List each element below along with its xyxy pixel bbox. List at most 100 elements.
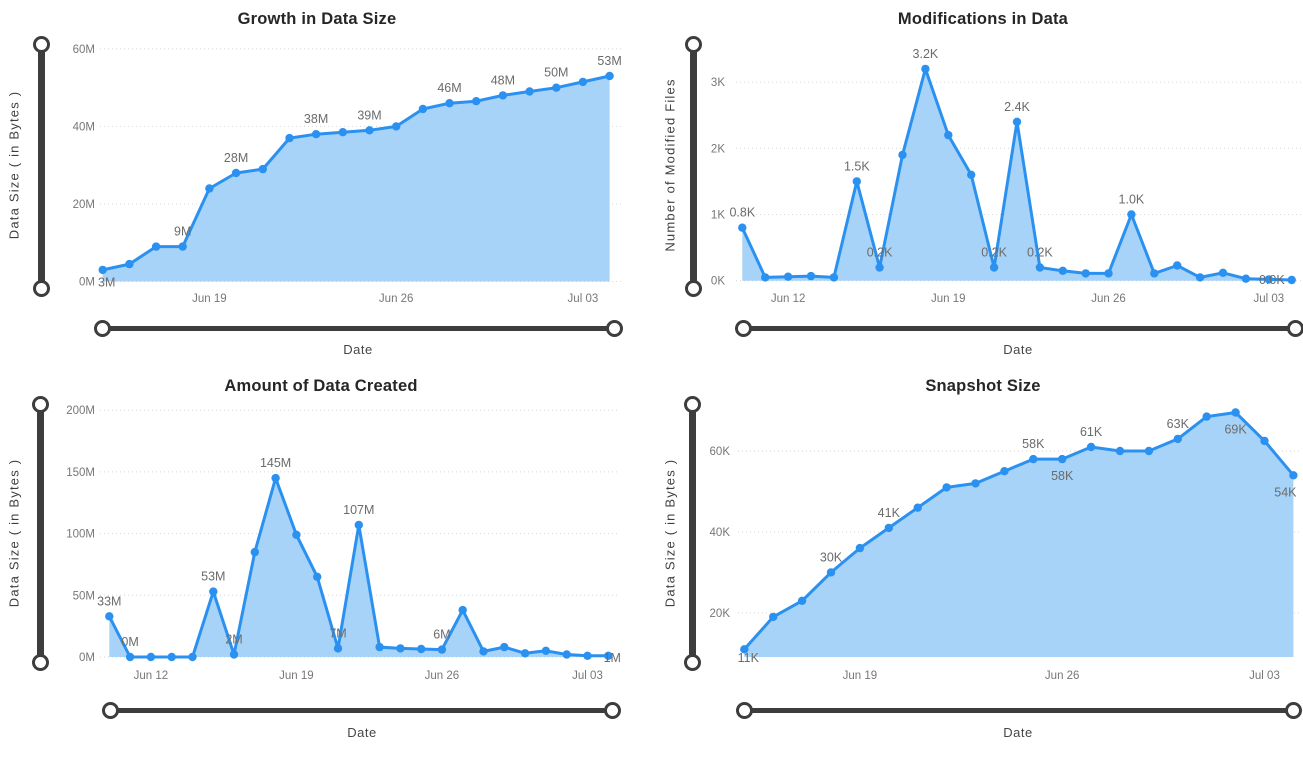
svg-text:9M: 9M xyxy=(174,225,191,239)
svg-text:20M: 20M xyxy=(73,199,95,211)
y-zoom-slider-track[interactable] xyxy=(689,44,697,288)
svg-text:0.8K: 0.8K xyxy=(729,206,755,220)
chart-title: Amount of Data Created xyxy=(224,377,418,395)
x-zoom-slider-left-handle[interactable] xyxy=(734,319,752,337)
y-zoom-slider-track[interactable] xyxy=(37,44,45,288)
svg-text:0.2K: 0.2K xyxy=(981,246,1007,260)
chart-title: Modifications in Data xyxy=(897,10,1069,28)
svg-text:60K: 60K xyxy=(710,446,731,458)
x-zoom-slider-left-handle[interactable] xyxy=(93,319,111,337)
svg-text:39M: 39M xyxy=(357,108,381,122)
x-zoom-slider-track[interactable] xyxy=(744,707,1293,713)
x-zoom-slider-left-handle[interactable] xyxy=(101,701,119,719)
x-zoom-slider-track[interactable] xyxy=(743,325,1295,331)
y-zoom-slider-bottom-handle[interactable] xyxy=(684,279,702,297)
plot-area: 0K 1K 2K 3K Jun 12 Jun 19 Jun 26 Jul 03 0.8K 1.5K… xyxy=(711,47,1302,305)
svg-text:58K: 58K xyxy=(1051,469,1074,483)
y-zoom-slider-top-handle[interactable] xyxy=(31,395,49,413)
chart-amount-of-data-created: Amount of Data Created Data Size ( in By… xyxy=(0,377,651,760)
svg-text:7M: 7M xyxy=(329,626,346,640)
svg-text:3K: 3K xyxy=(711,77,725,89)
svg-text:1M: 1M xyxy=(604,651,621,665)
x-zoom-slider-right-handle[interactable] xyxy=(1286,319,1303,337)
svg-text:41K: 41K xyxy=(878,506,901,520)
svg-text:20K: 20K xyxy=(710,608,731,620)
x-zoom-slider-track[interactable] xyxy=(102,325,614,331)
y-zoom-slider-top-handle[interactable] xyxy=(684,35,702,53)
svg-text:61K: 61K xyxy=(1080,425,1103,439)
svg-text:Jul 03: Jul 03 xyxy=(572,670,603,682)
x-axis-title: Date xyxy=(1003,342,1033,357)
svg-text:0.0K: 0.0K xyxy=(1259,273,1285,287)
svg-text:46M: 46M xyxy=(437,81,461,95)
y-zoom-slider-bottom-handle[interactable] xyxy=(683,653,701,671)
x-zoom-slider-right-handle[interactable] xyxy=(605,319,623,337)
svg-text:53M: 53M xyxy=(201,570,225,584)
chart-growth-in-data-size: Growth in Data Size Data Size ( in Bytes… xyxy=(0,0,651,380)
svg-text:Jun 26: Jun 26 xyxy=(379,293,414,305)
svg-text:0M: 0M xyxy=(121,635,138,649)
svg-text:69K: 69K xyxy=(1224,423,1247,437)
svg-text:2K: 2K xyxy=(711,143,725,155)
svg-text:63K: 63K xyxy=(1167,417,1190,431)
y-zoom-slider-top-handle[interactable] xyxy=(683,395,701,413)
svg-text:1.5K: 1.5K xyxy=(844,159,870,173)
svg-text:Jul 03: Jul 03 xyxy=(1253,293,1284,305)
svg-text:1.0K: 1.0K xyxy=(1119,193,1145,207)
plot-area: 20K 40K 60K Jun 19 Jun 26 Jul 03 11K 30K 41K 58K 5… xyxy=(710,408,1302,682)
plot-area: 0M 50M 100M 150M 200M Jun 12 Jun 19 Jun 26 Jul 0… xyxy=(66,405,621,682)
svg-text:53M: 53M xyxy=(597,54,621,68)
x-zoom-slider-left-handle[interactable] xyxy=(735,701,753,719)
svg-text:6M: 6M xyxy=(433,628,450,642)
svg-text:Jun 19: Jun 19 xyxy=(843,670,878,682)
x-axis-title: Date xyxy=(343,342,373,357)
x-axis-title: Date xyxy=(1003,725,1033,740)
svg-text:150M: 150M xyxy=(66,467,95,479)
svg-text:48M: 48M xyxy=(491,73,515,87)
svg-text:200M: 200M xyxy=(66,405,95,417)
svg-text:Jun 19: Jun 19 xyxy=(192,293,227,305)
svg-text:30K: 30K xyxy=(820,550,843,564)
svg-text:3.2K: 3.2K xyxy=(913,47,939,61)
svg-text:1K: 1K xyxy=(711,210,725,222)
svg-text:0M: 0M xyxy=(79,652,95,664)
svg-text:0.2K: 0.2K xyxy=(1027,246,1053,260)
x-zoom-slider-right-handle[interactable] xyxy=(603,701,621,719)
y-zoom-slider-track[interactable] xyxy=(36,404,44,662)
plot-area: 0M 20M 40M 60M Jun 19 Jun 26 Jul 03 3M 9M 28M 38M 3… xyxy=(73,44,622,305)
svg-text:40M: 40M xyxy=(73,121,95,133)
chart-title: Snapshot Size xyxy=(925,377,1041,395)
y-zoom-slider-bottom-handle[interactable] xyxy=(32,279,50,297)
svg-text:Jun 19: Jun 19 xyxy=(931,293,966,305)
svg-text:50M: 50M xyxy=(73,590,95,602)
svg-text:2.4K: 2.4K xyxy=(1004,100,1030,114)
x-zoom-slider-right-handle[interactable] xyxy=(1284,701,1302,719)
svg-text:0M: 0M xyxy=(79,277,95,289)
chart-modifications-in-data: Modifications in Data Number of Modified… xyxy=(652,0,1303,380)
svg-text:Jun 26: Jun 26 xyxy=(1045,670,1080,682)
svg-text:58K: 58K xyxy=(1022,437,1045,451)
svg-text:11K: 11K xyxy=(738,651,760,665)
svg-text:54K: 54K xyxy=(1274,485,1297,499)
chart-snapshot-size: Snapshot Size Data Size ( in Bytes ) 20K… xyxy=(652,377,1303,760)
svg-text:Jun 26: Jun 26 xyxy=(425,670,460,682)
x-axis-title: Date xyxy=(347,725,377,740)
svg-text:50M: 50M xyxy=(544,66,568,80)
x-zoom-slider-track[interactable] xyxy=(110,707,612,713)
svg-text:0K: 0K xyxy=(711,276,725,288)
svg-text:100M: 100M xyxy=(66,529,95,541)
svg-text:3M: 3M xyxy=(98,276,115,290)
y-zoom-slider-track[interactable] xyxy=(688,404,696,662)
chart-title: Growth in Data Size xyxy=(237,10,397,28)
svg-text:60M: 60M xyxy=(73,44,95,56)
svg-text:40K: 40K xyxy=(710,527,731,539)
svg-text:Jun 19: Jun 19 xyxy=(279,670,314,682)
svg-text:Jun 12: Jun 12 xyxy=(134,670,169,682)
y-zoom-slider-bottom-handle[interactable] xyxy=(31,653,49,671)
y-zoom-slider-top-handle[interactable] xyxy=(32,35,50,53)
svg-text:28M: 28M xyxy=(224,151,248,165)
svg-text:Jul 03: Jul 03 xyxy=(568,293,599,305)
svg-text:Jun 12: Jun 12 xyxy=(771,293,806,305)
svg-text:145M: 145M xyxy=(260,456,291,470)
